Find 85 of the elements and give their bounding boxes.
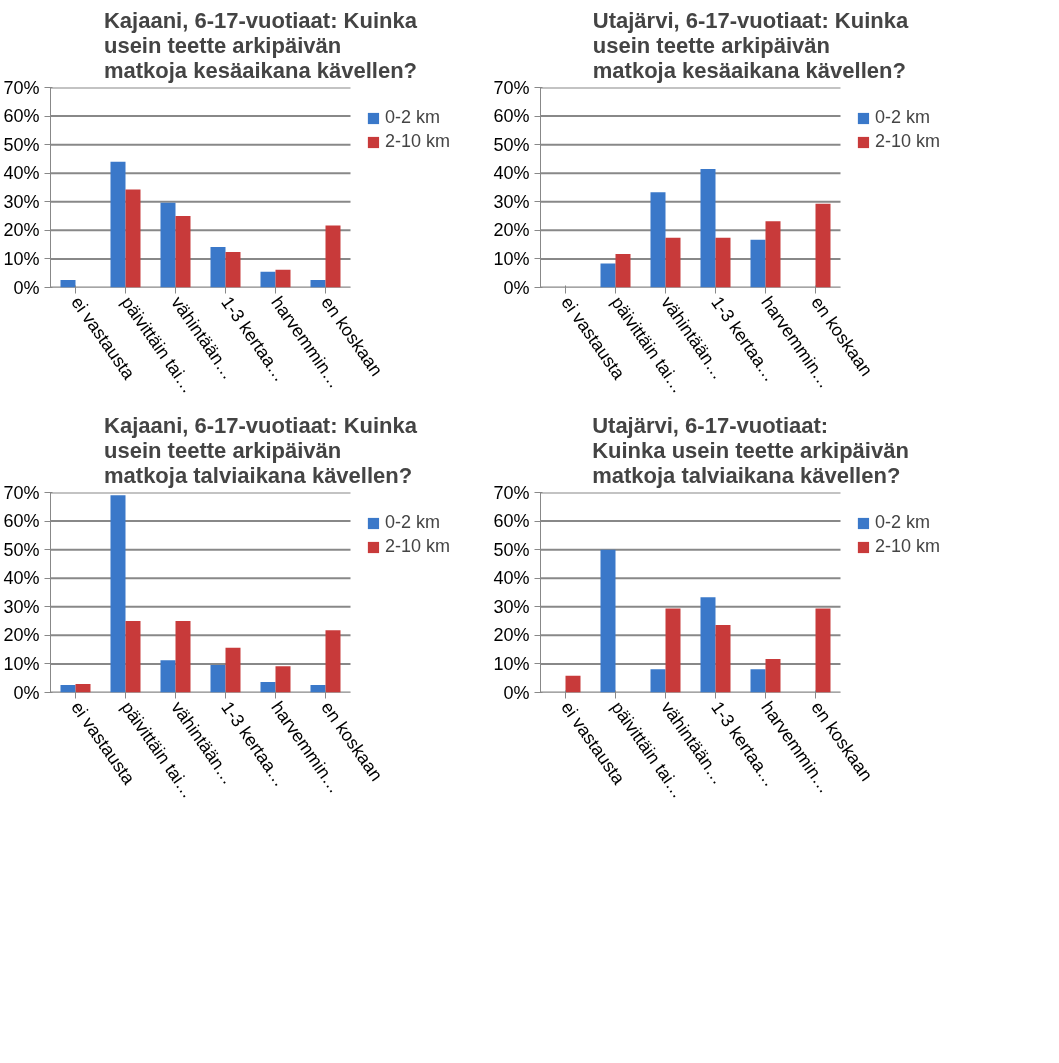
y-tick-label: 30% bbox=[493, 596, 530, 617]
legend-label: 2-10 km bbox=[384, 131, 450, 152]
bar bbox=[160, 202, 176, 288]
bar bbox=[60, 685, 76, 693]
y-tick-label: 0% bbox=[13, 682, 40, 703]
bar bbox=[110, 495, 126, 693]
y-tick-label: 60% bbox=[3, 511, 40, 532]
y-tick-label: 10% bbox=[493, 653, 530, 674]
y-tick-label: 70% bbox=[493, 77, 530, 98]
chart-title: Utajärvi, 6-17-vuotiaat: Kuinka usein teette arkipäivän matkoja talviaikana kävellen? bbox=[592, 412, 909, 488]
y-tick-label: 20% bbox=[493, 220, 530, 241]
bar bbox=[225, 252, 241, 288]
legend-label: 0-2 km bbox=[874, 107, 930, 128]
bar bbox=[175, 621, 191, 693]
y-tick-label: 50% bbox=[3, 539, 40, 560]
y-tick-label: 30% bbox=[3, 191, 40, 212]
y-tick-label: 20% bbox=[493, 625, 530, 646]
y-tick-label: 60% bbox=[493, 511, 530, 532]
bar bbox=[310, 280, 326, 288]
bar bbox=[160, 660, 176, 693]
bar bbox=[665, 237, 681, 288]
bar bbox=[75, 683, 91, 693]
y-tick-label: 70% bbox=[3, 77, 40, 98]
y-tick-label: 40% bbox=[493, 568, 530, 589]
legend-label: 2-10 km bbox=[874, 131, 940, 152]
y-tick-label: 60% bbox=[3, 106, 40, 127]
y-tick-label: 70% bbox=[493, 482, 530, 503]
bar bbox=[275, 666, 291, 693]
bar bbox=[815, 608, 831, 693]
bar bbox=[210, 246, 226, 288]
bar bbox=[175, 216, 191, 288]
bar bbox=[665, 608, 681, 693]
legend-label: 2-10 km bbox=[384, 536, 450, 557]
chart-title: Kajaani, 6-17-vuotiaat: Kuinka usein teette arkipäivän matkoja talviaikana kävellen? bbox=[104, 412, 418, 488]
y-tick-label: 10% bbox=[3, 653, 40, 674]
legend-label: 2-10 km bbox=[874, 536, 940, 557]
y-tick-label: 60% bbox=[493, 106, 530, 127]
bar bbox=[310, 685, 326, 693]
y-tick-label: 20% bbox=[3, 625, 40, 646]
y-tick-label: 30% bbox=[3, 596, 40, 617]
y-tick-label: 50% bbox=[493, 134, 530, 155]
bar bbox=[260, 681, 276, 693]
legend-label: 0-2 km bbox=[874, 512, 930, 533]
y-tick-label: 0% bbox=[503, 682, 530, 703]
bar bbox=[700, 168, 716, 288]
bar bbox=[225, 647, 241, 693]
bar bbox=[210, 665, 226, 693]
legend-label: 0-2 km bbox=[384, 512, 440, 533]
bar bbox=[325, 225, 341, 288]
bar bbox=[700, 597, 716, 693]
y-tick-label: 50% bbox=[3, 134, 40, 155]
y-tick-label: 30% bbox=[493, 191, 530, 212]
y-tick-label: 10% bbox=[3, 248, 40, 269]
bar bbox=[565, 675, 581, 693]
y-tick-label: 70% bbox=[3, 482, 40, 503]
bar bbox=[750, 669, 766, 693]
bar bbox=[750, 239, 766, 288]
y-tick-label: 40% bbox=[493, 163, 530, 184]
y-tick-label: 0% bbox=[13, 277, 40, 298]
bar bbox=[765, 659, 781, 693]
bar bbox=[600, 263, 616, 288]
bar bbox=[125, 621, 141, 693]
bar bbox=[765, 221, 781, 288]
bar bbox=[325, 630, 341, 693]
chart-title: Kajaani, 6-17-vuotiaat: Kuinka usein teette arkipäivän matkoja kesäaikana kävellen? bbox=[103, 7, 418, 83]
bar bbox=[600, 549, 616, 693]
bar bbox=[260, 271, 276, 288]
legend-label: 0-2 km bbox=[384, 107, 440, 128]
y-tick-label: 50% bbox=[493, 539, 530, 560]
y-tick-label: 40% bbox=[3, 568, 40, 589]
bar bbox=[815, 203, 831, 288]
bar bbox=[615, 254, 631, 288]
bar bbox=[60, 280, 76, 288]
bar bbox=[650, 192, 666, 288]
bar bbox=[650, 669, 666, 693]
bar bbox=[275, 269, 291, 288]
bar bbox=[125, 189, 141, 288]
bar bbox=[110, 161, 126, 288]
bar bbox=[715, 237, 731, 288]
y-tick-label: 0% bbox=[503, 277, 530, 298]
y-tick-label: 20% bbox=[3, 220, 40, 241]
y-tick-label: 40% bbox=[3, 163, 40, 184]
chart-title: Utajärvi, 6-17-vuotiaat: Kuinka usein teette arkipäivän matkoja kesäaikana kävellen? bbox=[592, 7, 909, 83]
y-tick-label: 10% bbox=[493, 248, 530, 269]
bar bbox=[715, 625, 731, 693]
